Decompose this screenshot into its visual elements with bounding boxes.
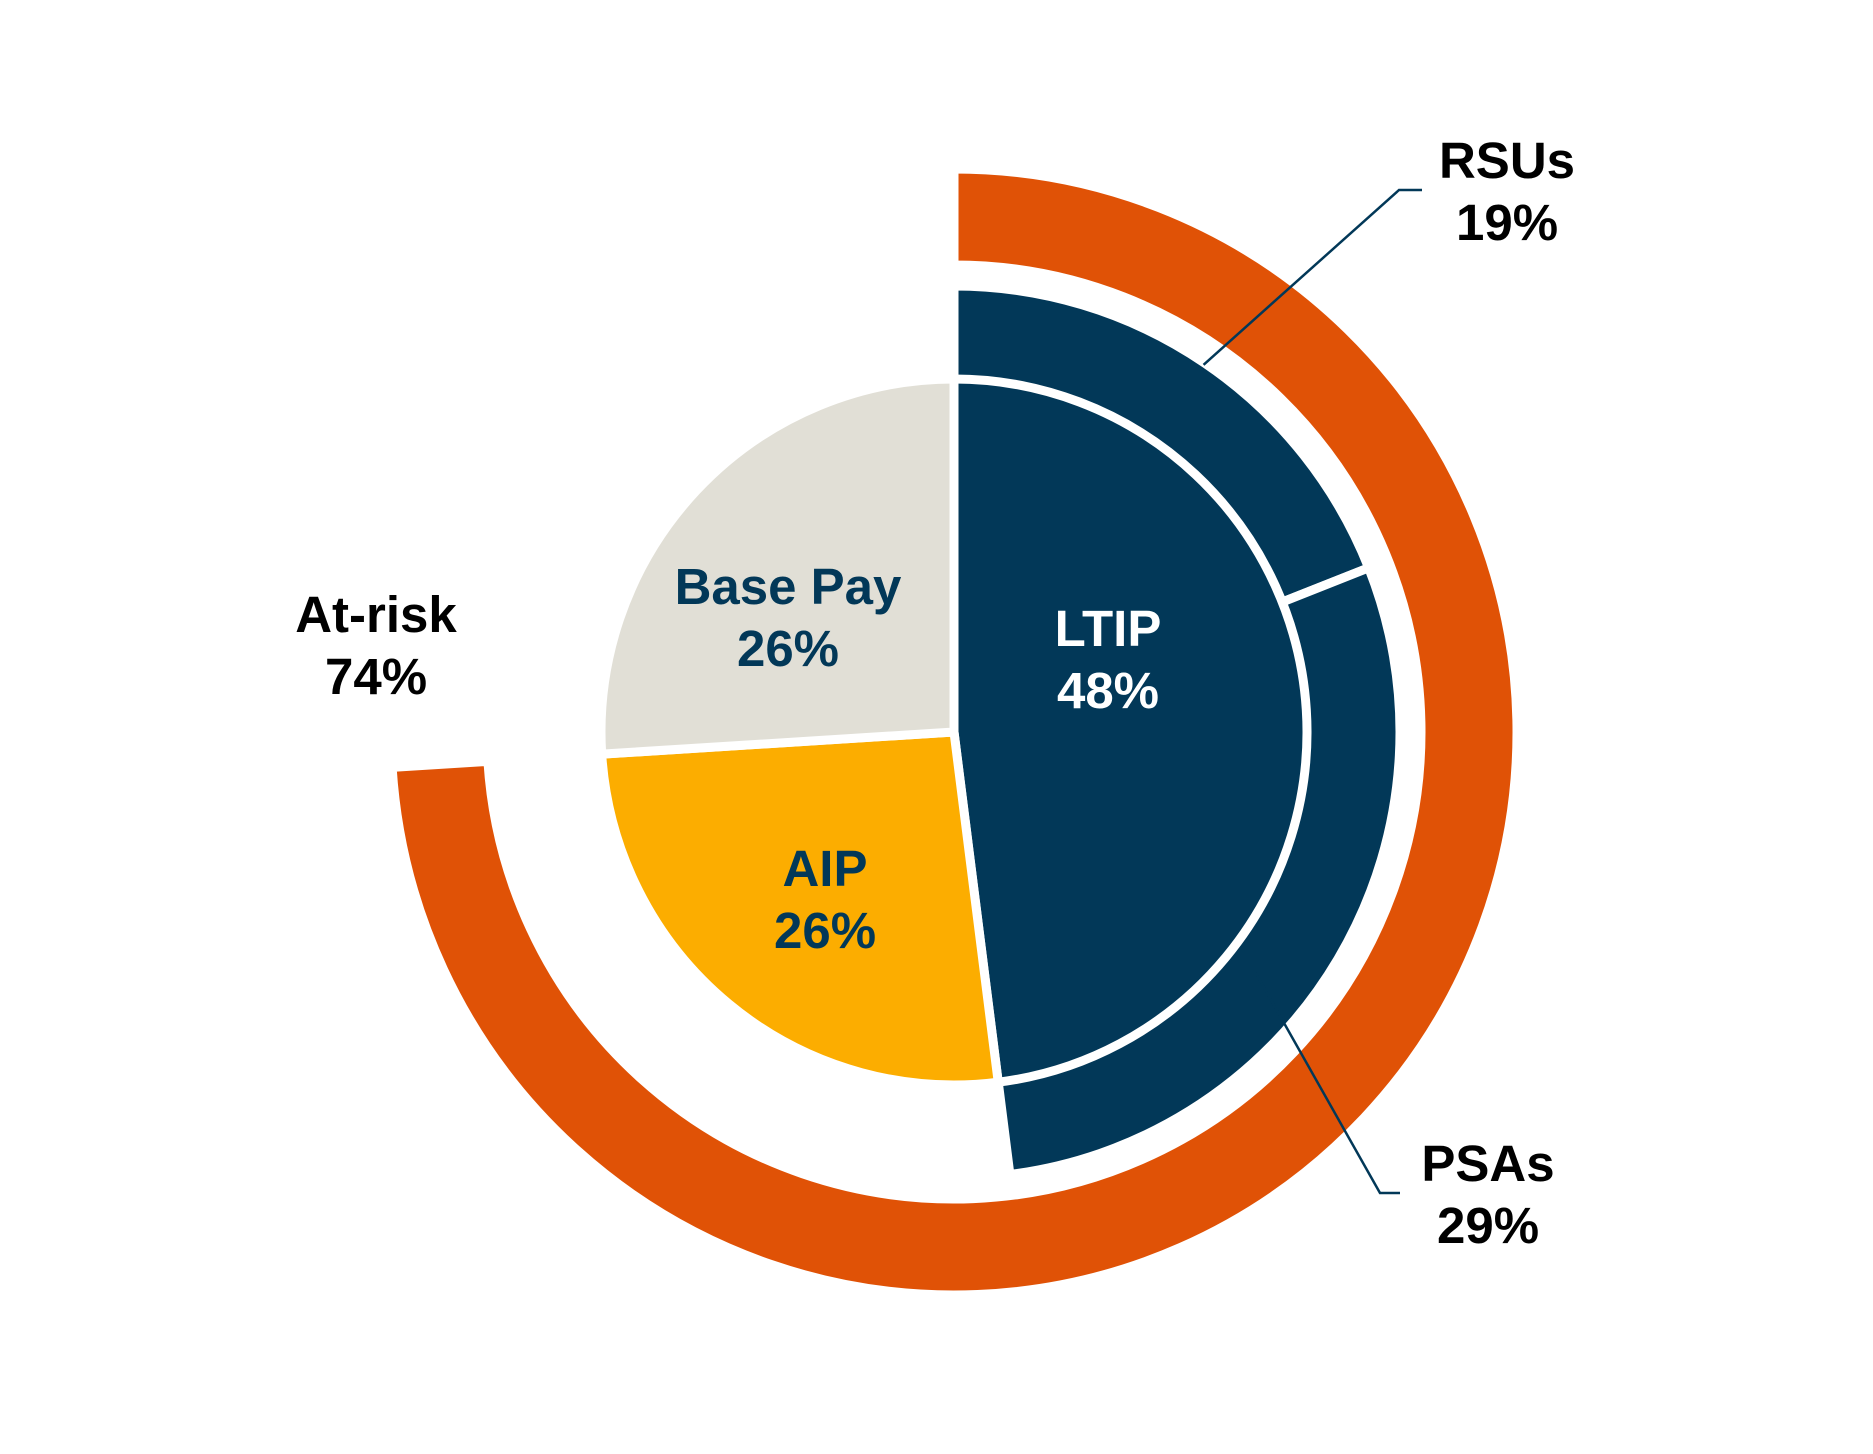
outer-segment-at-risk: [387, 164, 1522, 1300]
label-at-risk-value: 74%: [324, 648, 428, 705]
label-base-pay-value: 26%: [736, 620, 840, 677]
label-rsus-value: 19%: [1455, 194, 1559, 251]
label-ltip-value: 48%: [1056, 662, 1160, 719]
label-aip-value: 26%: [773, 902, 877, 959]
label-base-pay-name: Base Pay: [674, 558, 902, 615]
inner-slice-ltip: [949, 374, 1312, 1088]
outer-ring: [387, 164, 1522, 1300]
inner-slice-aip: [596, 727, 1004, 1090]
label-rsus: RSUs 19%: [1439, 130, 1575, 254]
label-base-pay: Base Pay 26%: [675, 556, 902, 680]
label-at-risk-name: At-risk: [295, 586, 457, 643]
label-rsus-name: RSUs: [1438, 132, 1576, 189]
label-ltip: LTIP 48%: [1055, 598, 1162, 722]
inner-slice-base-pay: [596, 374, 959, 759]
leader-lines: [1202, 188, 1422, 1195]
label-at-risk: At-risk 74%: [295, 584, 457, 708]
label-psas-value: 29%: [1436, 1197, 1540, 1254]
leader-line-psas: [1254, 972, 1400, 1195]
inner-pie: [596, 374, 1312, 1090]
label-psas: PSAs 29%: [1421, 1133, 1554, 1257]
label-aip-name: AIP: [782, 840, 868, 897]
label-ltip-name: LTIP: [1054, 600, 1162, 657]
label-aip: AIP 26%: [774, 838, 876, 962]
leader-line-rsus: [1202, 188, 1422, 366]
label-psas-name: PSAs: [1421, 1135, 1555, 1192]
